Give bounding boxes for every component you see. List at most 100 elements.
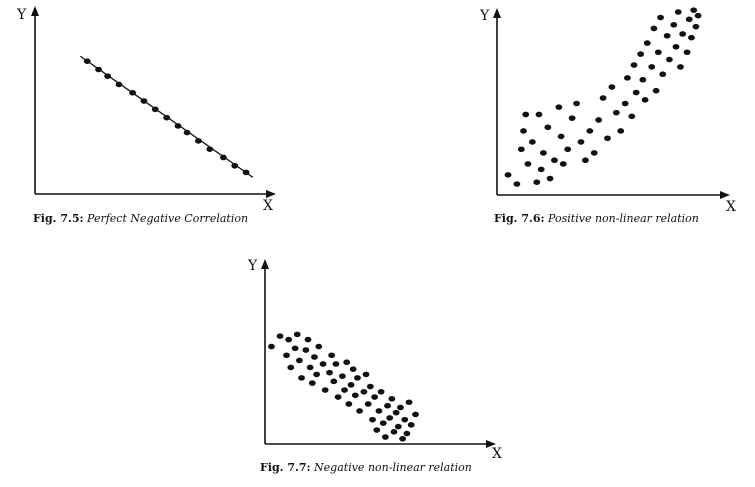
y-axis-label: Y <box>480 8 490 24</box>
data-point <box>537 166 545 173</box>
data-point <box>632 89 640 96</box>
data-point <box>648 64 656 70</box>
data-point <box>590 150 598 156</box>
data-point <box>384 402 391 409</box>
data-point <box>665 56 673 63</box>
data-point <box>690 7 698 13</box>
data-point <box>386 415 394 421</box>
x-axis-arrow <box>266 190 276 198</box>
data-point <box>599 95 607 101</box>
data-point <box>287 364 295 371</box>
data-point <box>650 25 658 32</box>
data-point <box>557 133 565 140</box>
data-point <box>140 98 148 104</box>
caption-text: Positive non-linear relation <box>548 212 699 225</box>
y-axis-label: Y <box>248 258 258 274</box>
data-point <box>617 128 625 134</box>
caption-text: Perfect Negative Correlation <box>87 212 249 225</box>
data-point <box>677 64 684 70</box>
data-point <box>683 49 691 56</box>
data-point <box>412 411 419 418</box>
data-point <box>397 404 404 411</box>
data-point <box>544 124 552 131</box>
data-point <box>522 111 530 118</box>
data-point <box>621 100 629 107</box>
y-axis-arrow <box>261 259 269 269</box>
data-point <box>643 40 651 46</box>
data-point <box>291 345 299 352</box>
x-axis-arrow <box>720 191 730 199</box>
chart-svg-7-7 <box>261 259 496 448</box>
data-point <box>388 395 396 402</box>
data-point <box>379 420 387 426</box>
data-point <box>672 43 680 50</box>
data-point <box>654 49 662 56</box>
data-point <box>311 354 318 360</box>
data-point <box>360 389 368 395</box>
data-point <box>394 423 402 430</box>
data-point <box>345 401 353 407</box>
data-point <box>296 357 303 364</box>
data-point <box>95 66 102 73</box>
data-point <box>347 382 355 388</box>
data-point <box>339 373 346 379</box>
data-point <box>304 336 312 343</box>
data-point <box>354 375 361 381</box>
data-point <box>375 408 383 414</box>
data-point <box>639 76 647 83</box>
data-point <box>407 422 415 428</box>
data-point <box>595 117 603 123</box>
data-point <box>330 378 338 385</box>
data-point <box>349 366 357 372</box>
data-point <box>151 106 159 113</box>
data-point <box>315 343 323 350</box>
caption-text: Negative non-linear relation <box>314 461 472 474</box>
data-point <box>533 179 541 185</box>
data-point <box>517 146 525 153</box>
data-point <box>104 73 112 79</box>
data-point <box>630 62 638 68</box>
data-point <box>692 23 700 30</box>
data-point <box>403 430 411 437</box>
data-point <box>306 364 314 371</box>
data-point <box>628 113 636 120</box>
data-point <box>401 416 409 423</box>
caption-number: Fig. 7.5: <box>33 212 84 225</box>
data-point <box>392 409 400 416</box>
x-axis-arrow <box>486 440 496 448</box>
figure-7-6: Y X Fig. 7.6: Positive non-linear relati… <box>470 0 755 230</box>
data-point <box>504 172 512 178</box>
data-point <box>326 369 333 376</box>
data-point <box>670 22 678 28</box>
data-point <box>564 146 572 153</box>
data-point <box>341 387 348 393</box>
data-point <box>551 157 558 164</box>
caption-number: Fig. 7.7: <box>260 461 311 474</box>
data-point <box>586 128 594 134</box>
data-point <box>285 336 293 343</box>
figure-caption: Fig. 7.5: Perfect Negative Correlation <box>33 212 248 225</box>
data-point <box>520 128 527 134</box>
data-point <box>546 175 554 182</box>
data-point <box>559 161 567 167</box>
caption-number: Fig. 7.6: <box>494 212 545 225</box>
data-point <box>83 58 91 64</box>
data-point <box>220 154 227 161</box>
x-axis-label: X <box>492 446 502 462</box>
data-point <box>382 434 389 440</box>
data-point <box>612 109 620 116</box>
data-point <box>231 162 239 169</box>
data-point <box>377 389 385 395</box>
data-point <box>524 161 532 167</box>
data-point <box>343 359 351 366</box>
data-point <box>115 81 123 88</box>
data-point <box>657 14 664 21</box>
data-point <box>276 333 284 339</box>
figure-7-7: Y X Fig. 7.7: Negative non-linear relati… <box>240 250 510 480</box>
data-point <box>308 380 316 386</box>
data-point <box>568 115 576 121</box>
data-point <box>555 104 563 110</box>
data-point <box>129 89 137 96</box>
data-point <box>540 150 547 156</box>
data-point <box>351 392 359 399</box>
